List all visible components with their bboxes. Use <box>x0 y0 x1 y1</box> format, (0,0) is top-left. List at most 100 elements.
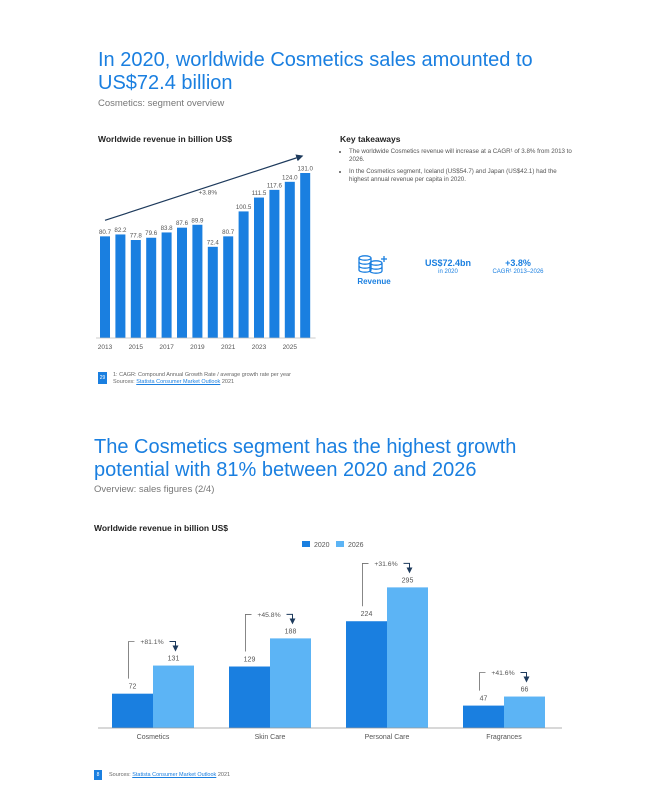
x-tick-label: 2025 <box>283 344 298 351</box>
x-tick-label: 2013 <box>98 344 113 351</box>
bar-2020-Personal Care <box>346 621 387 728</box>
growth-bracket <box>128 641 135 679</box>
growth-arrow <box>520 672 530 683</box>
category-label: Personal Care <box>365 734 410 741</box>
growth-arrow <box>286 613 296 625</box>
bar-2018 <box>177 227 187 338</box>
bar-value-label: 77.8 <box>130 233 143 240</box>
growth-label: +81.1% <box>140 639 163 646</box>
bar-2026-Skin Care <box>270 638 311 728</box>
bar-2026 <box>300 173 311 338</box>
legend-swatch-2026 <box>336 541 344 547</box>
bar-2026-Cosmetics <box>153 665 194 728</box>
growth-bracket <box>362 563 369 607</box>
bar-2020-Skin Care <box>229 666 270 728</box>
sources-year: 2021 <box>220 379 235 385</box>
cagr-annotation: +3.8% <box>198 189 217 196</box>
bar-value-label: 124.0 <box>282 174 298 181</box>
bar-2020-Fragrances <box>463 705 504 728</box>
bar-value-label: 131 <box>168 656 180 663</box>
page2-title: The Cosmetics segment has the highest gr… <box>94 436 517 481</box>
bar-value-label: 66 <box>521 687 529 694</box>
page2-subtitle: Overview: sales figures (2/4) <box>94 484 215 495</box>
bar-2026-Personal Care <box>387 587 428 728</box>
bar-value-label: 83.8 <box>161 225 174 232</box>
bar-2014 <box>115 234 126 338</box>
cagr-footnote: 1: CAGR: Compound Annual Growth Rate / a… <box>113 372 291 378</box>
kpi-revenue-label: Revenue <box>357 277 391 286</box>
chart1-heading: Worldwide revenue in billion US$ <box>98 134 232 144</box>
bar-value-label: 89.9 <box>191 217 204 224</box>
source-link[interactable]: Statista Consumer Market Outlook <box>132 772 217 778</box>
cagr-trend-arrow <box>104 154 304 221</box>
sources-year: 2021 <box>216 772 231 778</box>
category-label: Fragrances <box>486 734 522 741</box>
sources-line: Sources: Statista Consumer Market Outloo… <box>113 379 413 386</box>
page2-footnote: Sources: Statista Consumer Market Outloo… <box>109 772 230 779</box>
growth-arrow <box>169 641 179 652</box>
legend-label-2020: 2020 <box>314 542 330 549</box>
x-tick-label: 2019 <box>190 344 205 351</box>
chart2-heading: Worldwide revenue in billion US$ <box>94 523 228 533</box>
bar-value-label: 47 <box>480 696 488 703</box>
source-link[interactable]: Statista Consumer Market Outlook <box>136 379 221 385</box>
bar-2020-Cosmetics <box>112 693 153 728</box>
x-tick-label: 2015 <box>129 344 144 351</box>
growth-label: +31.6% <box>374 561 397 568</box>
kpi-cagr-value: +3.8% <box>505 258 531 268</box>
chart2-svg: 2020 2026 72 131 Cosmetics +81.1% 129 188 Skin C… <box>98 541 562 741</box>
sources-label: Sources: <box>113 379 137 385</box>
x-tick-label: 2021 <box>221 344 236 351</box>
kpi-cagr-sub: CAGR¹ 2013–2026 <box>492 269 544 275</box>
category-label: Skin Care <box>255 734 286 741</box>
bar-value-label: 224 <box>361 611 373 618</box>
legend-label-2026: 2026 <box>348 542 364 549</box>
bar-2020 <box>207 246 218 338</box>
key-takeaways-list: The worldwide Cosmetics revenue will inc… <box>340 148 574 188</box>
bar-2015 <box>130 240 141 338</box>
takeaway-item: The worldwide Cosmetics revenue will inc… <box>349 148 574 164</box>
growth-arrow <box>403 562 413 574</box>
bar-2025 <box>284 181 295 338</box>
bar-2016 <box>146 237 157 338</box>
sources-label: Sources: <box>109 772 133 778</box>
bar-value-label: 72 <box>129 684 137 691</box>
chart1-svg: 80.7 82.277.8 79.683.887.6 89.972.480.7100.… <box>96 154 316 351</box>
bar-value-label: 80.7 <box>99 229 112 236</box>
bar-2024 <box>269 189 280 338</box>
bar-2023 <box>254 197 264 338</box>
bar-value-label: 80.7 <box>222 229 235 236</box>
bar-2022 <box>238 211 249 338</box>
bar-value-label: 117.6 <box>267 182 283 189</box>
growth-label: +41.6% <box>491 670 514 677</box>
kpi-revenue-sub: in 2020 <box>438 269 458 275</box>
x-tick-label: 2017 <box>159 344 174 351</box>
growth-bracket <box>245 614 252 652</box>
bar-2013 <box>100 236 110 338</box>
page1-title: In 2020, worldwide Cosmetics sales amoun… <box>98 49 533 94</box>
bar-value-label: 100.5 <box>236 204 252 211</box>
bar-value-label: 129 <box>244 657 256 664</box>
bar-2021 <box>223 236 234 338</box>
kpi-revenue-value: US$72.4bn <box>424 258 472 268</box>
bar-value-label: 188 <box>285 628 297 635</box>
bar-2017 <box>161 232 172 338</box>
page1-footnote: 1: CAGR: Compound Annual Growth Rate / a… <box>113 372 413 386</box>
bar-value-label: 87.6 <box>176 220 189 227</box>
category-label: Cosmetics <box>137 734 170 741</box>
bar-value-label: 79.6 <box>145 230 158 237</box>
x-tick-label: 2023 <box>252 344 267 351</box>
bar-value-label: 295 <box>402 577 414 584</box>
bar-2026-Fragrances <box>504 696 545 728</box>
legend-swatch-2020 <box>302 541 310 547</box>
growth-bracket <box>479 672 486 691</box>
page1-subtitle: Cosmetics: segment overview <box>98 98 225 109</box>
coins-stack-icon <box>356 252 392 278</box>
growth-label: +45.8% <box>257 612 280 619</box>
bar-2019 <box>192 224 203 338</box>
key-takeaways-heading: Key takeaways <box>340 134 401 144</box>
bar-value-label: 72.4 <box>207 239 220 246</box>
bar-value-label: 82.2 <box>114 227 127 234</box>
takeaway-item: In the Cosmetics segment, Iceland (US$54… <box>349 168 574 184</box>
page2-number-badge: 8 <box>94 770 102 780</box>
